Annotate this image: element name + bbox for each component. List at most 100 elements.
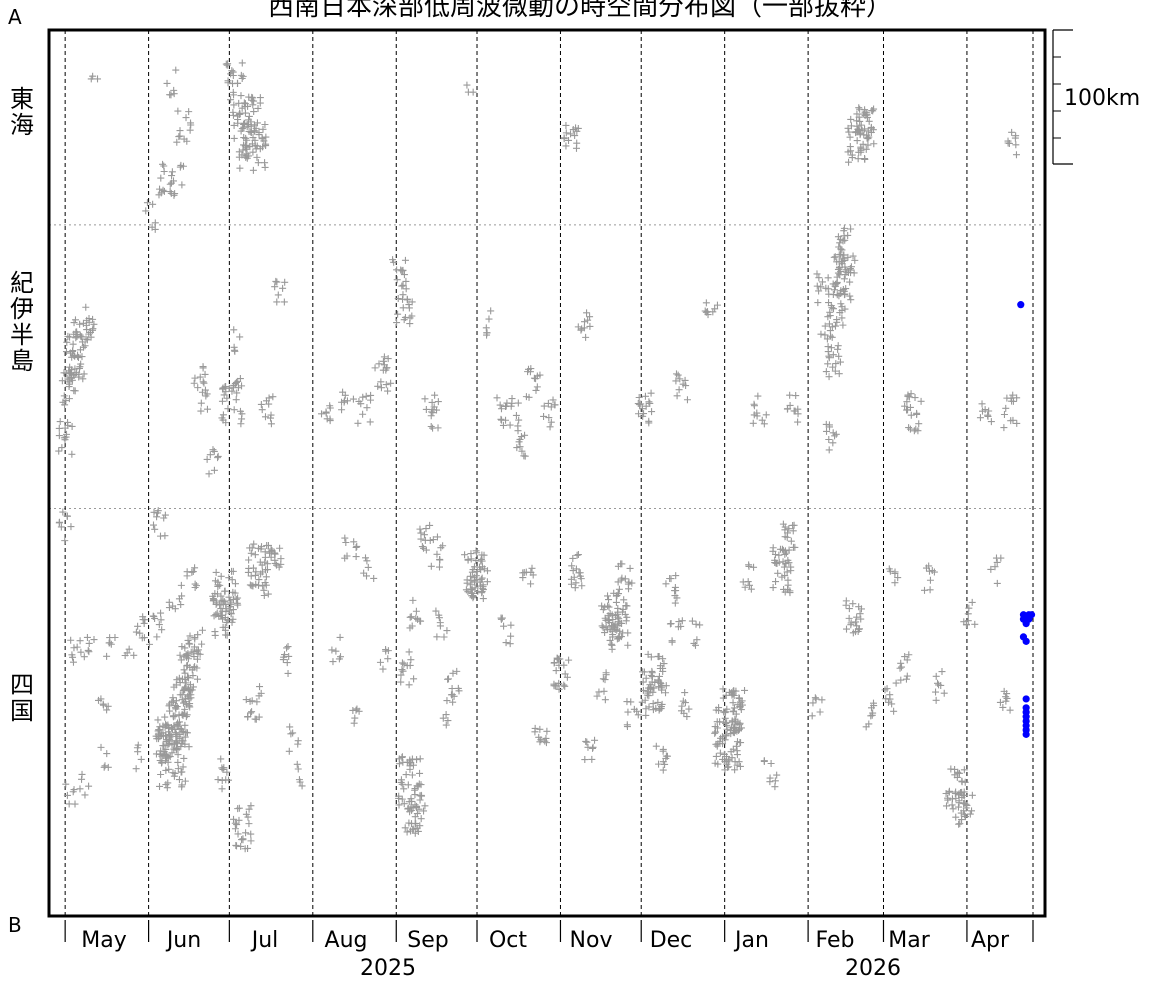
tremor-mark-0-1	[55, 424, 63, 432]
tremor-mark-16-1	[140, 619, 148, 627]
tremor-mark-46-8	[237, 842, 245, 850]
tremor-mark-125-28	[861, 155, 869, 163]
tremor-mark-95-33	[606, 610, 614, 618]
tremor-mark-45-9	[251, 715, 259, 723]
tremor-mark-36-37	[211, 577, 219, 585]
tremor-mark-41-11	[242, 141, 250, 149]
tremor-mark-87-9	[545, 414, 553, 422]
tremor-mark-21-35	[168, 698, 176, 706]
tremor-mark-91-7	[577, 326, 585, 334]
tremor-mark-24-2	[198, 640, 206, 648]
tremor-mark-126-12	[870, 140, 878, 148]
tremor-mark-23-24	[189, 672, 197, 680]
tremor-mark-114-25	[787, 567, 795, 575]
tremor-mark-4-6	[83, 336, 91, 344]
tremor-mark-128-3	[823, 427, 831, 435]
tremor-mark-17-3	[148, 223, 156, 231]
tremor-mark-112-2	[758, 416, 766, 424]
tremor-mark-22-25	[186, 687, 194, 695]
tremor-mark-23-22	[185, 685, 193, 693]
tremor-mark-21-1	[167, 732, 175, 740]
tremor-mark-1-15	[70, 387, 78, 395]
tremor-mark-44-33	[263, 566, 271, 574]
tremor-mark-98-7	[648, 408, 656, 416]
tremor-mark-66-17	[395, 801, 403, 809]
tremor-mark-22-16	[185, 702, 193, 710]
tremor-mark-37-27	[222, 419, 230, 427]
tremor-mark-103-7	[678, 617, 686, 625]
tremor-mark-30-9	[153, 513, 161, 521]
tremor-mark-95-35	[609, 616, 617, 624]
tremor-mark-45-8	[253, 698, 261, 706]
tremor-mark-97-4	[623, 723, 631, 731]
tremor-mark-95-27	[605, 619, 613, 627]
scale-bar	[1052, 29, 1073, 165]
tremor-mark-129-5	[890, 707, 898, 715]
tremor-mark-118-4	[813, 270, 821, 278]
tremor-mark-68-8	[407, 656, 415, 664]
tremor-mark-41-13	[236, 164, 244, 172]
tremor-mark-39-6	[238, 74, 246, 82]
tremor-mark-88-14	[553, 654, 561, 662]
tremor-mark-98-3	[645, 398, 653, 406]
tremor-mark-112-7	[750, 402, 758, 410]
tremor-mark-60-0	[354, 419, 362, 427]
tremor-mark-70-9	[418, 543, 426, 551]
tremor-mark-12-4	[103, 706, 111, 714]
tremor-mark-60-7	[359, 410, 367, 418]
tremor-mark-92-7	[588, 755, 596, 763]
tremor-mark-110-15	[735, 694, 743, 702]
tremor-mark-108-9	[732, 742, 740, 750]
tremor-mark-105-5	[683, 713, 691, 721]
tremor-mark-66-15	[416, 769, 424, 777]
tremor-mark-103-6	[675, 618, 683, 626]
tremor-mark-123-26	[844, 231, 852, 239]
past-tremor-layer	[55, 59, 1021, 853]
tremor-mark-36-36	[221, 587, 229, 595]
tremor-mark-87-8	[546, 423, 554, 431]
tremor-mark-120-5	[829, 363, 837, 371]
tremor-mark-108-37	[735, 758, 743, 766]
month-label-nov: Nov	[569, 928, 613, 953]
tremor-mark-44-9	[262, 581, 270, 589]
tremor-mark-93-5	[600, 687, 608, 695]
tremor-mark-102-7	[666, 574, 674, 582]
tremor-mark-126-21	[869, 107, 877, 115]
tremor-mark-111-7	[745, 562, 753, 570]
tremor-mark-101-0	[655, 760, 663, 768]
tremor-mark-115-16	[785, 525, 793, 533]
tremor-mark-67-25	[413, 810, 421, 818]
tremor-mark-51-1	[283, 659, 291, 667]
tremor-mark-131-8	[896, 664, 904, 672]
tremor-mark-120-14	[824, 343, 832, 351]
tremor-mark-136-18	[968, 807, 976, 815]
tremor-mark-125-30	[853, 137, 861, 145]
tremor-mark-122-11	[833, 291, 841, 299]
tremor-mark-66-34	[408, 755, 416, 763]
tremor-mark-67-28	[416, 796, 424, 804]
tremor-mark-79-3	[483, 331, 491, 339]
tremor-mark-83-1	[521, 431, 529, 439]
tremor-mark-36-8	[229, 615, 237, 623]
tremor-mark-67-7	[407, 803, 415, 811]
tremor-mark-132-9	[915, 420, 923, 428]
tremor-mark-23-8	[181, 669, 189, 677]
tremor-mark-123-25	[838, 260, 846, 268]
tremor-mark-97-2	[630, 705, 638, 713]
tremor-mark-123-17	[838, 246, 846, 254]
tremor-mark-117-3	[818, 696, 826, 704]
tremor-mark-3-19	[71, 352, 79, 360]
tremor-mark-62-1	[377, 378, 385, 386]
tremor-mark-36-39	[234, 594, 242, 602]
tremor-mark-96-12	[628, 579, 636, 587]
tremor-mark-93-6	[602, 669, 610, 677]
tremor-mark-29-5	[190, 379, 198, 387]
tremor-mark-131-5	[903, 672, 911, 680]
tremor-mark-138-7	[978, 400, 986, 408]
tremor-mark-58-3	[350, 538, 358, 546]
tremor-mark-20-42	[168, 749, 176, 757]
tremor-mark-16-6	[141, 616, 149, 624]
tremor-mark-123-24	[835, 243, 843, 251]
tremor-mark-75-4	[448, 685, 456, 693]
